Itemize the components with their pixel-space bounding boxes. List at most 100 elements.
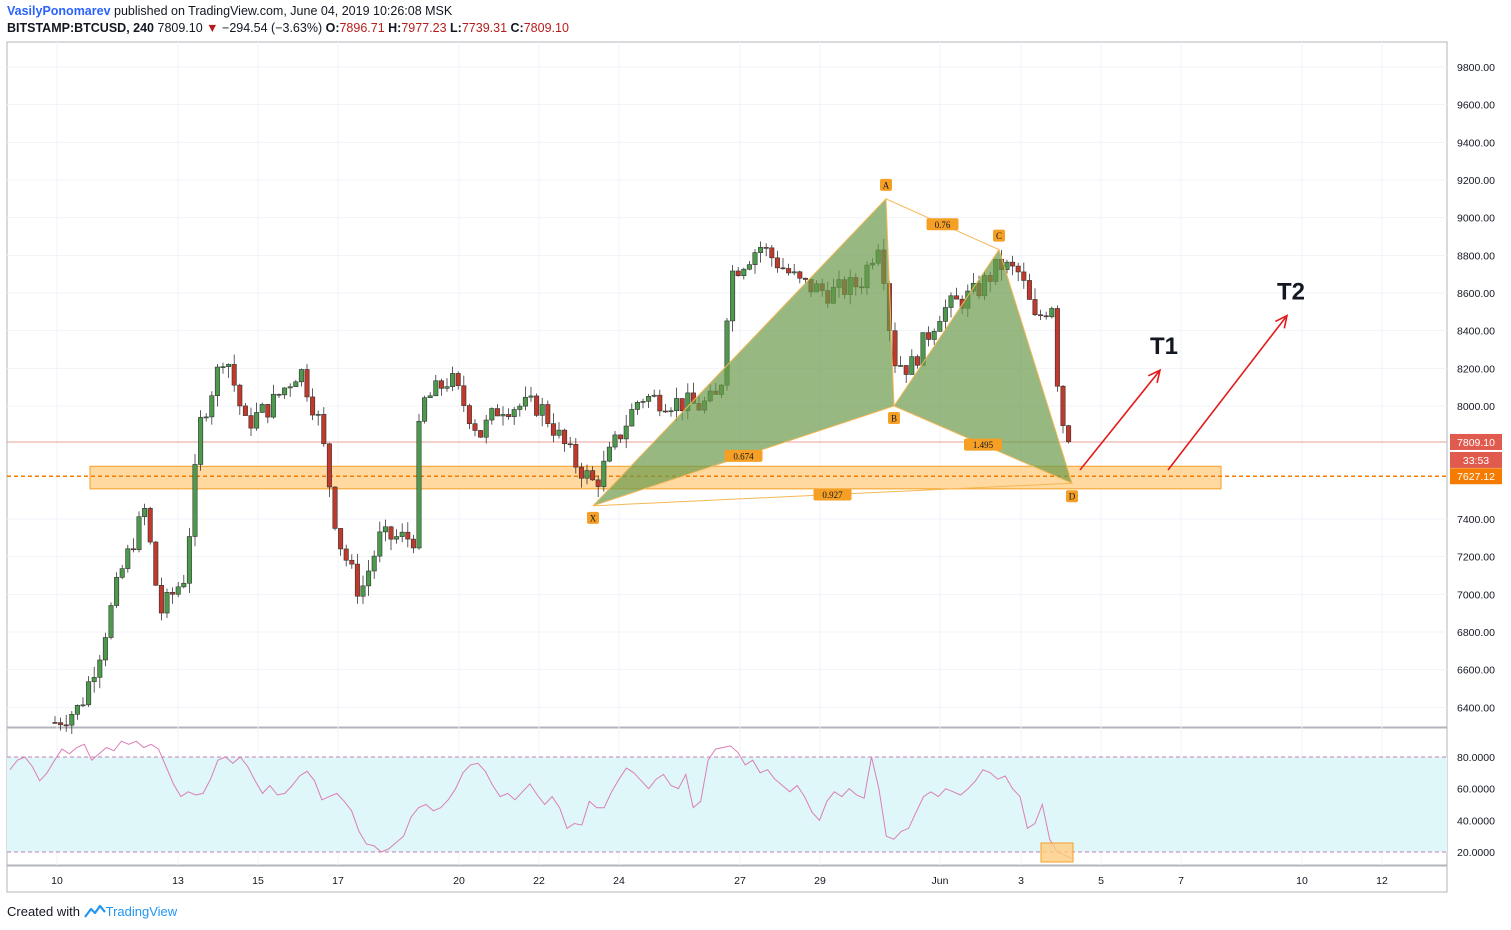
candle-body: [382, 526, 388, 533]
candle-body: [231, 364, 237, 386]
candle-body: [595, 479, 601, 487]
candle-body: [455, 373, 461, 387]
candle-body: [562, 429, 568, 445]
candle-body: [914, 356, 920, 366]
candle-body: [802, 277, 808, 280]
candle-body: [466, 405, 472, 424]
candle-body: [545, 404, 551, 424]
candle-body: [1043, 315, 1049, 318]
candle-body: [444, 386, 450, 389]
rsi-line: [9, 740, 1073, 859]
candle-body: [450, 373, 456, 387]
rsi-band: [7, 757, 1447, 852]
candle-body: [909, 356, 915, 375]
ratio-badge: [724, 449, 763, 462]
arrow-head-icon: [1275, 314, 1289, 329]
candle-body: [651, 394, 657, 397]
low-label: L:: [450, 21, 462, 35]
grid-lines: [7, 42, 1447, 865]
candle-body: [332, 486, 338, 529]
price-tick-label: 8800.00: [1457, 250, 1495, 262]
candle-body: [578, 466, 584, 479]
candle-body: [259, 404, 265, 413]
time-tick-label: 5: [1098, 875, 1104, 887]
time-tick-label: 20: [453, 875, 465, 887]
candle-body: [550, 423, 556, 436]
candle-body: [461, 385, 467, 406]
candle-body: [517, 405, 523, 410]
point-label: C: [996, 231, 1002, 241]
point-label: B: [891, 414, 897, 424]
time-tick-label: Jun: [932, 875, 949, 887]
candle-body: [287, 386, 293, 389]
candle-body: [130, 548, 136, 551]
open-label: O:: [325, 21, 340, 35]
candle-body: [125, 548, 131, 569]
low-value: 7739.31: [461, 21, 508, 35]
target-arrow-line: [1167, 315, 1288, 471]
candle-body: [237, 384, 243, 407]
candle-body: [326, 443, 332, 488]
candle-body: [136, 516, 142, 550]
candle-body: [797, 271, 803, 279]
rsi-indicator: [7, 740, 1447, 863]
candle-body: [248, 415, 254, 429]
time-tick-label: 10: [51, 875, 63, 887]
candle-body: [489, 408, 495, 421]
candle-body: [354, 563, 360, 597]
candle-body: [679, 398, 685, 412]
point-label: X: [590, 513, 597, 523]
candle-body: [74, 705, 80, 715]
target-label: T2: [1277, 279, 1305, 306]
price-tick-label: 8000.00: [1457, 401, 1495, 413]
candle-body: [629, 409, 635, 427]
candle-body: [763, 247, 769, 249]
target-label: T1: [1150, 333, 1178, 360]
ratio-badge: [926, 218, 959, 231]
candle-body: [394, 536, 400, 540]
tradingview-brand[interactable]: TradingView: [105, 904, 178, 919]
last-price-badge-bg: [1450, 433, 1502, 450]
price-tick-label: 9000.00: [1457, 213, 1495, 225]
ratio-label: 0.927: [822, 490, 843, 500]
candle-body: [931, 331, 937, 340]
level-badge: 7627.12: [1457, 471, 1495, 483]
candle-body: [270, 393, 276, 418]
candle-body: [511, 409, 517, 417]
point-badge: [880, 178, 892, 191]
candle-body: [147, 508, 153, 543]
time-axis[interactable]: [6, 865, 1448, 893]
tradingview-logo-icon: [83, 904, 106, 921]
candle-body: [52, 722, 58, 724]
candle-body: [573, 444, 579, 468]
last-price: 7809.10: [157, 21, 203, 35]
candle-body: [198, 417, 204, 465]
point-badge: [993, 229, 1005, 242]
price-tick-label: 9600.00: [1457, 100, 1495, 112]
candle-body: [1060, 385, 1066, 426]
candle-body: [735, 270, 741, 277]
targets-layer: T1 T2: [1079, 279, 1305, 471]
time-tick-label: 22: [533, 875, 545, 887]
candle-body: [226, 364, 232, 367]
candle-body: [388, 526, 394, 540]
candle-body: [410, 538, 416, 549]
candle-body: [181, 582, 187, 588]
symbol-label: BITSTAMP:BTCUSD, 240: [7, 21, 155, 35]
candle-body: [668, 410, 674, 413]
price-tick-label: 6800.00: [1457, 627, 1495, 639]
candle-body: [903, 365, 909, 375]
candle-body: [892, 330, 898, 367]
candle-body: [416, 420, 422, 549]
ratio-badge: [813, 488, 852, 501]
point-badge: [888, 412, 900, 424]
candle-body: [746, 264, 752, 270]
candle-body: [786, 268, 792, 274]
candle-body: [1054, 308, 1060, 387]
candle-body: [494, 408, 500, 417]
candle-body: [399, 531, 405, 537]
candle-body: [164, 592, 170, 614]
candle-body: [304, 369, 310, 398]
author-link[interactable]: VasilyPonomarev: [7, 4, 111, 18]
